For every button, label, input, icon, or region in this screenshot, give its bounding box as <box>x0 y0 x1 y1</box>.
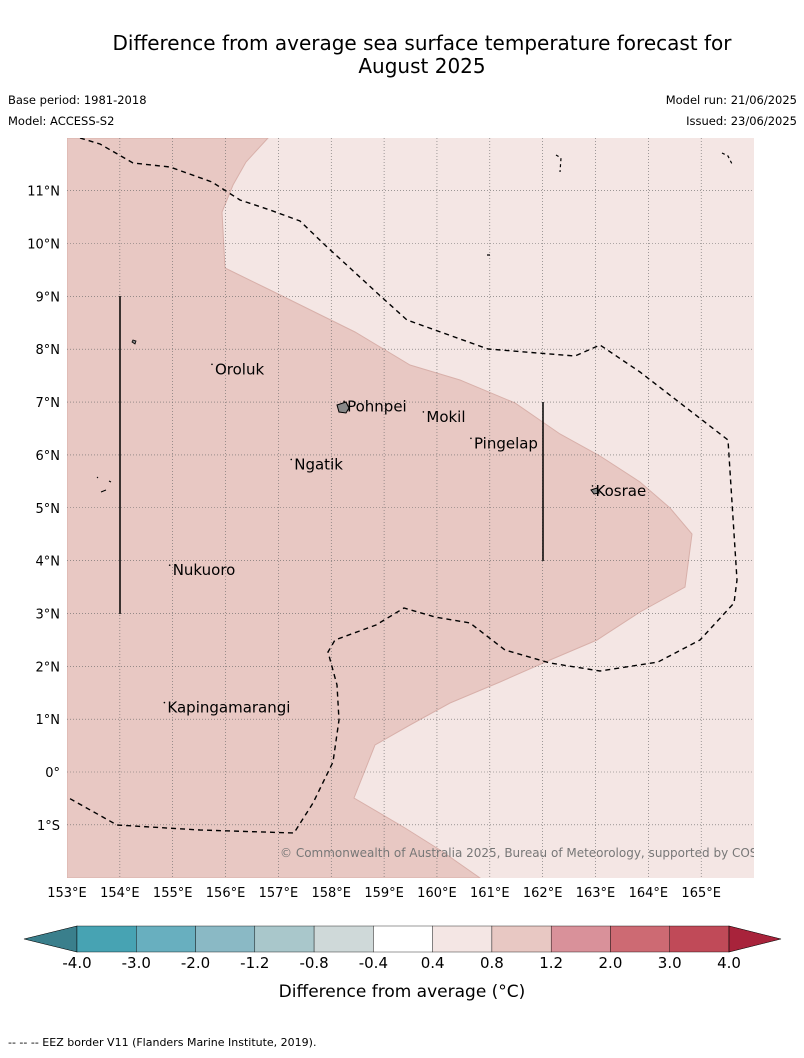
lat-tick-label: 2°N <box>36 660 61 675</box>
sst-anomaly-map: Oroluk Pohnpei Mokil Pingelap Ngatik Kosrae Nu… <box>23 138 785 1002</box>
colorbar-segment <box>313 925 374 953</box>
colorbar-segment <box>254 925 315 953</box>
colorbar-tick-label: 1.2 <box>539 954 563 972</box>
lon-tick-label: 153°E <box>47 886 87 901</box>
lat-tick-label: 10°N <box>27 238 60 253</box>
lon-tick-label: 160°E <box>417 886 457 901</box>
colorbar-segment <box>136 925 196 953</box>
place-label: Nukuoro <box>173 561 236 579</box>
colorbar-tick-label: 0.8 <box>480 954 504 972</box>
place-label: Pingelap <box>474 434 538 452</box>
colorbar-tick-label: -0.4 <box>359 954 388 972</box>
colorbar-tick-label: -2.0 <box>181 954 210 972</box>
colorbar-segment <box>76 925 137 953</box>
eez-border-north <box>487 152 733 256</box>
place-label: Ngatik <box>294 455 343 473</box>
eez-border <box>67 138 738 834</box>
lon-tick-label: 164°E <box>629 886 669 901</box>
colorbar-segment <box>195 925 256 953</box>
colorbar-segment <box>432 925 493 953</box>
colorbar-tick-label: 0.4 <box>421 954 445 972</box>
model-name: Model: ACCESS-S2 <box>8 114 115 128</box>
lat-tick-label: 3°N <box>36 607 61 622</box>
pohnpei-island <box>336 401 350 414</box>
lat-tick-label: 6°N <box>36 449 61 464</box>
colorbar-tick-label: -1.2 <box>240 954 269 972</box>
place-marker <box>591 485 594 487</box>
copyright-note: © Commonwealth of Australia 2025, Bureau… <box>280 846 785 860</box>
lat-tick-label: 4°N <box>36 555 61 570</box>
colorbar-segment <box>669 925 730 953</box>
place-marker <box>343 400 345 403</box>
colorbar-under-arrow <box>23 925 78 953</box>
place-marker <box>168 564 171 566</box>
colorbar-tick-label: 3.0 <box>658 954 682 972</box>
lon-tick-label: 159°E <box>364 886 404 901</box>
lat-tick-label: 8°N <box>36 343 61 358</box>
eez-footnote: -- -- -- EEZ border V11 (Flanders Marine… <box>8 1036 317 1049</box>
lon-tick-label: 165°E <box>681 886 721 901</box>
lon-tick-label: 163°E <box>576 886 616 901</box>
issued-date: Issued: 23/06/2025 <box>686 114 797 128</box>
colorbar-tick-label: 2.0 <box>599 954 623 972</box>
colorbar-segment <box>610 925 670 953</box>
place-marker <box>470 437 472 440</box>
colorbar-tick-label: -4.0 <box>62 954 91 972</box>
colorbar-segment <box>491 925 552 953</box>
model-run: Model run: 21/06/2025 <box>665 93 797 107</box>
kosrae-island <box>590 487 600 495</box>
colorbar: -4.0 -3.0 -2.0 -1.2 -0.8 -0.4 0.4 0.8 1.2 2.0 3.0 4… <box>23 925 782 972</box>
place-label: Oroluk <box>215 360 264 378</box>
lat-tick-label: 0° <box>45 766 60 781</box>
colorbar-tick-label: -3.0 <box>122 954 151 972</box>
colorbar-segment <box>373 925 433 953</box>
lon-tick-label: 157°E <box>259 886 299 901</box>
place-label: Pohnpei <box>347 397 407 415</box>
base-period: Base period: 1981-2018 <box>8 93 147 107</box>
small-island <box>131 339 137 345</box>
place-label: Mokil <box>426 408 465 426</box>
lat-tick-label: 5°N <box>36 502 61 517</box>
small-island-2 <box>96 476 112 493</box>
place-marker <box>422 411 425 413</box>
lat-tick-label: 1°S <box>37 819 60 834</box>
colorbar-segment <box>550 925 611 953</box>
lon-tick-label: 154°E <box>100 886 140 901</box>
lon-tick-label: 156°E <box>206 886 246 901</box>
lon-tick-label: 162°E <box>523 886 563 901</box>
lon-tick-label: 155°E <box>153 886 193 901</box>
place-label: Kosrae <box>596 482 647 500</box>
chart-title: Difference from average sea surface temp… <box>112 31 732 78</box>
lon-tick-label: 161°E <box>470 886 510 901</box>
place-marker <box>290 458 293 461</box>
lon-tick-label: 158°E <box>311 886 351 901</box>
colorbar-over-arrow <box>728 925 782 953</box>
lat-tick-label: 7°N <box>36 396 61 411</box>
colorbar-label: Difference from average (°C) <box>279 982 526 1002</box>
lat-tick-label: 11°N <box>27 185 60 200</box>
lat-tick-label: 1°N <box>36 713 61 728</box>
place-marker <box>211 363 213 366</box>
colorbar-tick-label: 4.0 <box>717 954 741 972</box>
place-label: Kapingamarangi <box>167 699 290 717</box>
place-marker <box>163 701 166 704</box>
lat-tick-label: 9°N <box>36 290 61 305</box>
colorbar-tick-label: -0.8 <box>299 954 328 972</box>
